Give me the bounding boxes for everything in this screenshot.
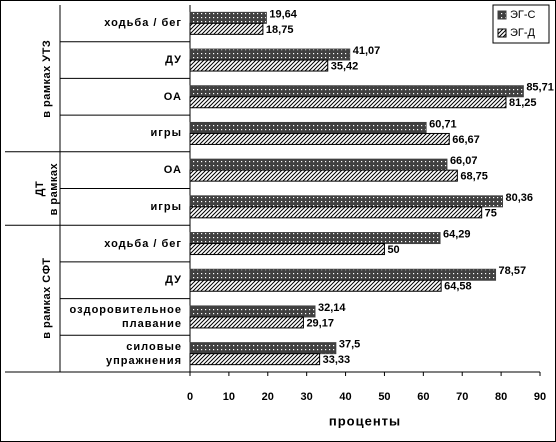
value-label: 85,71 [526,82,554,94]
value-label: 68,75 [460,171,488,183]
value-label: 29,17 [306,317,334,329]
bar [189,121,427,134]
category-label: ОА [163,90,182,103]
bar [189,85,524,98]
value-label: 64,29 [443,228,471,240]
value-label: 66,67 [452,134,480,146]
category-label: силовые упражнения [106,340,182,367]
x-tick-label: 80 [495,391,507,403]
legend-label: ЭГ-С [510,9,536,21]
bar [189,48,351,61]
bar [189,279,442,292]
value-label: 60,71 [429,118,457,130]
value-label: 32,14 [318,302,346,314]
bar [189,342,337,355]
category-label: игры [150,200,182,213]
bar [189,96,507,109]
value-label: 81,25 [509,97,537,109]
bar [189,59,329,72]
category-label: ходьба / бег [104,237,182,250]
bar [189,158,448,171]
category-label: игры [150,127,182,140]
bar [189,132,450,145]
category-label: оздоровительное плавание [69,303,182,330]
category-label: ДУ [165,54,182,67]
bar [189,169,458,182]
bar [189,353,321,366]
x-tick-label: 90 [534,391,546,403]
value-label: 18,75 [266,24,294,36]
value-label: 33,33 [323,354,351,366]
legend-swatch [497,28,507,38]
x-tick-label: 0 [187,391,193,403]
bar [189,305,316,318]
bar [189,268,497,281]
x-tick-label: 50 [378,391,390,403]
category-label: ходьба / бег [104,17,182,30]
bar [189,22,264,35]
value-label: 50 [387,244,399,256]
x-tick-label: 10 [223,391,235,403]
bar [189,232,441,245]
x-axis-title: проценты [329,413,401,428]
bar [189,243,385,256]
value-label: 37,5 [339,339,360,351]
x-tick-label: 70 [456,391,468,403]
x-tick-label: 60 [417,391,429,403]
bar [189,11,267,24]
value-label: 35,42 [331,60,359,72]
bar [189,195,504,208]
value-label: 64,58 [444,281,472,293]
value-label: 78,57 [499,265,527,277]
value-label: 80,36 [506,192,534,204]
bar [189,316,304,329]
category-label: ДУ [165,274,182,287]
category-label: ОА [163,164,182,177]
value-label: 41,07 [353,45,381,57]
value-label: 19,64 [269,8,297,20]
x-tick-label: 40 [339,391,351,403]
bar [189,206,483,219]
x-tick-label: 30 [301,391,313,403]
x-tick-label: 20 [262,391,274,403]
value-label: 75 [485,207,497,219]
legend-label: ЭГ-Д [510,27,536,39]
value-label: 66,07 [450,155,478,167]
legend-swatch [497,10,507,20]
